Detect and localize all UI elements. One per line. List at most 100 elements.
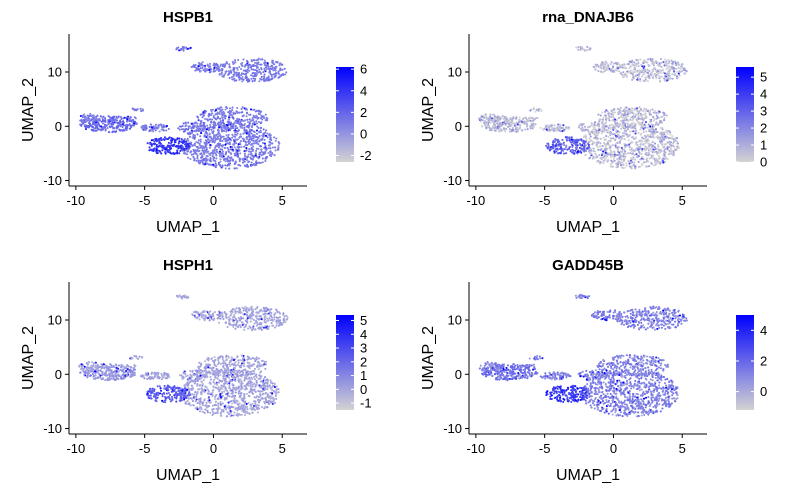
umap-point xyxy=(643,61,646,64)
panel-2: rna_DNAJB6-10 -5 0 5-10010UMAP_1UMAP_254321… xyxy=(420,9,767,236)
umap-point xyxy=(265,155,269,159)
umap-point xyxy=(606,125,609,128)
umap-point xyxy=(231,60,234,63)
umap-point xyxy=(149,129,152,132)
umap-point xyxy=(265,68,268,71)
umap-point xyxy=(246,144,249,147)
umap-point xyxy=(632,76,635,79)
umap-point xyxy=(125,124,128,127)
umap-point xyxy=(658,156,661,159)
umap-point xyxy=(495,118,498,121)
umap-point xyxy=(658,140,662,143)
umap-point xyxy=(556,152,560,155)
umap-point xyxy=(101,116,104,119)
umap-point xyxy=(646,141,649,144)
umap-point xyxy=(641,118,644,121)
umap-point xyxy=(106,127,109,130)
umap-point xyxy=(655,76,658,79)
umap-point xyxy=(603,70,606,73)
umap-point xyxy=(261,141,265,144)
umap-point xyxy=(525,122,528,125)
umap-point xyxy=(615,162,618,165)
umap-point xyxy=(614,118,617,121)
umap-point xyxy=(233,59,237,62)
umap-point xyxy=(239,125,242,128)
umap-point xyxy=(639,58,642,61)
umap-point xyxy=(213,141,216,144)
umap-point xyxy=(639,128,642,131)
umap-point xyxy=(592,147,595,150)
umap-point xyxy=(625,129,628,132)
umap-point xyxy=(79,114,82,118)
umap-point xyxy=(200,408,203,411)
umap-point xyxy=(551,127,554,130)
umap-point xyxy=(183,147,186,150)
umap-point xyxy=(584,140,587,143)
umap-point xyxy=(258,139,261,143)
umap-point xyxy=(273,386,276,389)
umap-point xyxy=(559,124,562,127)
umap-point xyxy=(604,67,607,70)
umap-point xyxy=(663,153,666,156)
umap-point xyxy=(268,77,271,81)
umap-point xyxy=(210,163,213,166)
umap-point xyxy=(562,152,566,155)
umap-point xyxy=(242,69,245,72)
umap-point xyxy=(659,127,662,130)
umap-point xyxy=(234,112,237,115)
umap-point xyxy=(256,411,259,414)
umap-point xyxy=(601,152,604,155)
umap-point xyxy=(632,130,635,133)
umap-point xyxy=(668,142,671,146)
umap-point xyxy=(246,408,249,411)
umap-point xyxy=(283,67,286,70)
umap-point xyxy=(178,152,181,155)
umap-point xyxy=(228,138,231,141)
umap-point xyxy=(221,139,224,142)
umap-point xyxy=(185,140,188,143)
umap-point xyxy=(255,155,259,159)
umap-point xyxy=(122,117,125,120)
umap-point xyxy=(614,122,617,125)
umap-point xyxy=(556,139,559,142)
umap-point xyxy=(599,129,602,133)
umap-point xyxy=(628,165,632,168)
umap-point xyxy=(649,108,653,111)
umap-point xyxy=(247,120,250,124)
umap-point xyxy=(609,152,612,155)
umap-point xyxy=(180,141,183,144)
umap-point xyxy=(608,124,611,127)
umap-point xyxy=(226,415,229,418)
umap-point xyxy=(504,124,507,127)
umap-point xyxy=(208,140,211,143)
umap-point xyxy=(660,148,663,151)
umap-point xyxy=(214,395,217,399)
umap-point xyxy=(184,121,187,124)
umap-point xyxy=(598,118,601,121)
umap-point xyxy=(526,125,529,128)
umap-point xyxy=(636,69,639,72)
umap-point xyxy=(224,167,227,170)
umap-point xyxy=(219,63,222,66)
umap-point xyxy=(201,145,204,148)
umap-point xyxy=(632,115,635,118)
umap-point xyxy=(130,124,133,127)
umap-point xyxy=(195,149,198,152)
umap-point xyxy=(163,136,166,139)
umap-point xyxy=(225,134,228,137)
umap-point xyxy=(200,63,203,66)
umap-point xyxy=(200,381,203,384)
umap-point xyxy=(602,136,605,139)
umap-point xyxy=(185,147,188,150)
umap-point xyxy=(214,400,217,403)
umap-point xyxy=(614,69,617,72)
umap-point xyxy=(181,45,184,49)
umap-point xyxy=(285,71,288,74)
y-tick-label: 0 xyxy=(455,119,462,134)
umap-point xyxy=(516,128,519,131)
umap-point xyxy=(642,130,645,133)
umap-point xyxy=(604,138,607,141)
umap-point xyxy=(259,394,262,397)
umap-point xyxy=(652,136,656,139)
umap-point xyxy=(639,143,642,146)
